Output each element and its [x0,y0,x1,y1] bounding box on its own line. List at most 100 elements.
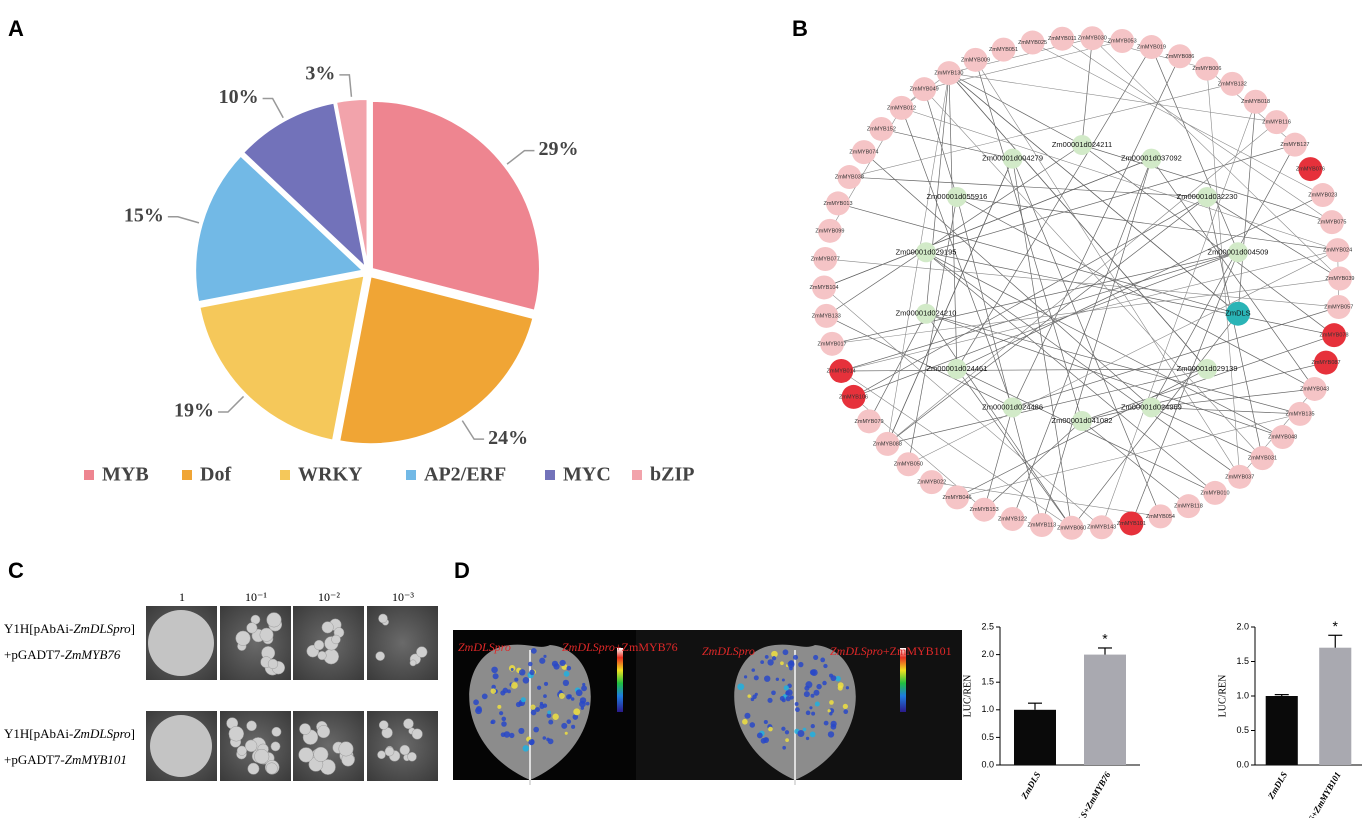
significance-mark: * [1333,618,1339,634]
network-node [851,140,876,165]
edge [1206,196,1341,279]
value-label: 29% [538,138,578,160]
node-label: Zm00001d024461 [926,364,987,373]
luminescence-spot [514,677,519,682]
node-label: Zm00001d004279 [982,154,1043,163]
leaf-label: ZmDLSpro+ZmMYB101 [830,644,952,658]
network-node [1059,515,1084,540]
edge [853,196,1208,398]
node-label: Zm00001d041082 [1052,416,1113,425]
legend-swatch [84,470,94,480]
y-tick-label: 2.0 [1236,621,1249,631]
luminescence-spot [809,731,816,738]
edge [1062,38,1333,223]
y-tick-label: 0.5 [981,732,994,742]
network-node [1298,157,1323,182]
node-label: ZmMYB106 [839,394,868,400]
edge [1151,388,1315,408]
node-label: ZmMYB077 [811,256,840,262]
network-node [1197,186,1218,207]
colony [313,639,325,651]
network-node [896,452,921,477]
network-node [820,331,845,356]
node-label: ZmMYB012 [887,105,916,111]
node-label: ZmMYB006 [1192,66,1221,72]
node-label: ZmMYB135 [1286,411,1315,417]
network-node [1322,323,1347,348]
luminescence-spot [781,678,785,682]
network-node [1167,44,1192,69]
row-label: Y1H[pAbAi-ZmDLSpro] [4,621,135,636]
color-scale [617,648,623,712]
text-segment: ZmDLSpro [830,644,883,658]
node-label: ZmMYB122 [998,516,1027,522]
luminescence-spot [548,719,554,725]
edge [887,368,1208,445]
luminescence-spot [794,702,799,706]
edge [983,407,1013,510]
edge [925,252,1216,494]
colony [266,612,282,628]
network-node [1119,511,1144,536]
luminescence-spot [520,697,526,703]
luminescence-spot [827,731,835,738]
text-segment: ] [131,726,135,741]
node-label: ZmMYB079 [855,419,884,425]
network-node [1197,359,1218,380]
node-label: ZmMYB049 [910,87,939,93]
luminescence-spot [490,719,496,725]
edge [863,151,1152,408]
y-tick-label: 0.0 [1236,759,1249,769]
node-label: ZmMYB118 [1174,504,1203,510]
node-label: Zm00001d024211 [1052,140,1112,149]
node-label: ZmMYB014 [827,368,856,374]
dilution-label: 10⁻³ [392,590,414,604]
edge [868,313,927,422]
luminescence-spot [764,675,771,682]
dilution-label: 10⁻¹ [245,590,267,604]
network-node [946,359,967,380]
network-node [1141,148,1162,169]
network-node [1176,494,1201,519]
node-label: ZmMYB053 [1108,38,1137,44]
x-tick-label: ZmDLS+ZmMYB76 [1066,770,1113,818]
network-node [1002,148,1023,169]
pie-slice [370,99,541,312]
luminescence-spot [543,694,547,698]
bar [1084,654,1126,765]
network-node [912,77,937,102]
luminescence-spot [539,657,546,664]
edge [1012,306,1339,408]
luminescence-spot [763,719,768,725]
value-label: 15% [124,204,164,226]
pie-slice [198,274,366,442]
luminescence-spot [820,657,826,663]
edge [931,481,1161,517]
luminescence-spot [528,661,533,667]
luminescence-spot [750,697,755,702]
node-label: ZmMYB060 [1057,525,1086,531]
legend-swatch [280,470,290,480]
node-label: Zm00001d055916 [926,192,987,201]
network-node [1227,464,1252,489]
luminescence-spot [784,730,790,735]
edge [826,144,1083,317]
luminescence-spot [559,690,563,694]
error-bar [1274,694,1289,696]
luminescence-spot [805,710,811,716]
node-label: ZmMYB013 [823,201,852,207]
luminescence-spot [749,722,756,728]
luminescence-spot [515,701,522,708]
network-node [1194,56,1219,81]
edge [841,368,1208,372]
text-segment: +ZmMYB101 [883,644,952,658]
network-node [1089,515,1114,540]
legend-swatch [545,470,555,480]
panel-label: C [8,558,24,583]
text-segment: +pGADT7- [4,752,65,767]
colony [399,744,410,756]
network-node [1325,238,1350,263]
luminescence-spot [499,711,504,716]
luminescence-spot [785,696,791,702]
